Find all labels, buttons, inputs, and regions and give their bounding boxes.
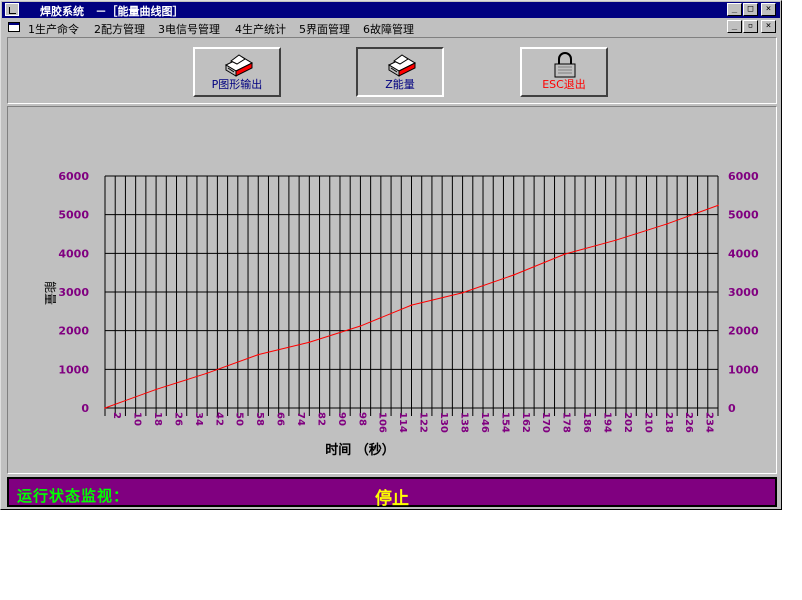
energy-data-point <box>512 274 515 276</box>
x-tick-label: 202 <box>622 412 633 433</box>
x-tick-label: 130 <box>438 412 449 433</box>
energy-chart: 0 0 1000 1000 2000 2000 3000 3000 4000 4000 5000 50… <box>43 170 759 458</box>
exit-button[interactable]: ESC退出 <box>520 47 608 97</box>
document-icon[interactable] <box>8 22 20 32</box>
document-title: －［能量曲线图］ <box>95 5 184 18</box>
doc-minimize-button[interactable]: _ <box>727 20 742 33</box>
energy-data-point <box>155 388 157 391</box>
x-tick-label: 170 <box>540 412 551 433</box>
maximize-button[interactable]: □ <box>743 3 758 16</box>
x-tick-label: 154 <box>499 412 510 433</box>
menu-production-command[interactable]: 1生产命令 <box>28 23 79 36</box>
x-tick-label: 122 <box>418 412 429 433</box>
x-tick-label: 98 <box>356 412 367 426</box>
menu-signal-management[interactable]: 3电信号管理 <box>158 23 220 36</box>
x-tick-label: 10 <box>132 412 143 426</box>
y-axis-label: 能量 <box>43 281 57 305</box>
x-tick-label: 218 <box>663 412 674 433</box>
x-tick-label: 26 <box>172 412 183 426</box>
x-tick-label: 146 <box>479 412 490 433</box>
x-tick-label: 138 <box>458 412 469 433</box>
y-tick-label-left: 4000 <box>58 247 89 260</box>
x-tick-label: 226 <box>683 412 694 433</box>
graph-output-button[interactable]: P图形输出 <box>193 47 281 97</box>
menu-interface-management[interactable]: 5界面管理 <box>299 23 350 36</box>
y-tick-label-right: 0 <box>728 402 736 415</box>
energy-data-point <box>563 253 566 255</box>
x-tick-label: 18 <box>152 412 163 426</box>
x-axis-label: 时间 （秒） <box>325 442 395 458</box>
menu-recipe-management[interactable]: 2配方管理 <box>94 23 145 36</box>
graph-output-label: P图形输出 <box>211 78 263 91</box>
x-tick-label: 178 <box>561 412 572 433</box>
x-tick-label: 50 <box>234 412 245 426</box>
y-tick-label-right: 6000 <box>728 170 759 183</box>
x-tick-label: 82 <box>315 412 326 426</box>
y-tick-label-right: 2000 <box>728 325 759 338</box>
energy-data-point <box>717 204 719 207</box>
y-tick-label-left: 1000 <box>58 363 89 376</box>
doc-close-button[interactable]: × <box>761 20 776 33</box>
close-button[interactable]: × <box>761 3 776 16</box>
x-tick-label: 210 <box>642 412 653 433</box>
x-tick-label: 114 <box>397 412 408 433</box>
y-tick-label-left: 3000 <box>58 286 89 299</box>
x-tick-label: 162 <box>520 412 531 433</box>
energy-data-point <box>615 239 617 241</box>
lock-icon <box>554 52 576 78</box>
status-value: 停止 <box>375 489 409 509</box>
y-tick-label-right: 4000 <box>728 247 759 260</box>
energy-data-point <box>308 341 311 344</box>
energy-button[interactable]: Z能量 <box>356 47 444 97</box>
printer-icon <box>224 54 254 77</box>
energy-label: Z能量 <box>385 78 415 91</box>
doc-restore-button[interactable]: ▫ <box>743 20 758 33</box>
y-tick-label-right: 1000 <box>728 363 759 376</box>
printer-icon <box>387 54 417 77</box>
x-tick-label: 90 <box>336 412 347 426</box>
energy-data-point <box>666 223 668 225</box>
menu-production-statistics[interactable]: 4生产统计 <box>235 23 286 36</box>
app-title: 焊胶系统 <box>40 5 84 18</box>
toolbar: P图形输出 Z能量 ESC退出 <box>7 37 777 104</box>
x-tick-label: 234 <box>704 412 715 433</box>
energy-data-point <box>359 325 362 327</box>
status-bar: 运行状态监视： 停止 <box>7 477 777 509</box>
x-tick-label: 34 <box>193 412 204 426</box>
energy-data-point <box>461 291 464 294</box>
energy-data-point <box>257 353 260 356</box>
x-tick-label: 58 <box>254 412 265 426</box>
y-tick-label-right: 5000 <box>728 209 759 222</box>
y-tick-label-left: 2000 <box>58 325 89 338</box>
x-tick-label: 66 <box>275 412 286 426</box>
y-tick-label-right: 3000 <box>728 286 759 299</box>
y-tick-label-left: 6000 <box>58 170 89 183</box>
x-tick-label: 74 <box>295 412 306 426</box>
x-tick-label: 194 <box>602 412 613 433</box>
title-bar[interactable]: 焊胶系统 －［能量曲线图］ _ □ × <box>2 2 780 18</box>
y-tick-label-left: 0 <box>81 402 89 415</box>
x-tick-label: 106 <box>377 412 388 433</box>
exit-label: ESC退出 <box>542 78 586 91</box>
y-tick-label-left: 5000 <box>58 209 89 222</box>
x-tick-label: 2 <box>111 412 122 419</box>
x-tick-label: 186 <box>581 412 592 433</box>
x-tick-label: 42 <box>213 412 224 426</box>
energy-data-point <box>410 304 413 306</box>
minimize-button[interactable]: _ <box>727 3 742 16</box>
status-label: 运行状态监视： <box>17 487 130 505</box>
energy-data-point <box>206 372 208 375</box>
energy-chart-panel: 0 0 1000 1000 2000 2000 3000 3000 4000 4000 5000 50… <box>7 106 777 474</box>
app-window: 焊胶系统 －［能量曲线图］ _ □ × 1生产命令 2配方管理 3电信号管理 4… <box>0 0 782 510</box>
menu-bar: 1生产命令 2配方管理 3电信号管理 4生产统计 5界面管理 6故障管理 _ ▫… <box>2 19 780 36</box>
energy-data-point <box>104 407 106 409</box>
app-icon[interactable] <box>5 3 19 16</box>
menu-fault-management[interactable]: 6故障管理 <box>363 23 414 36</box>
window-title: 焊胶系统 －［能量曲线图］ <box>40 3 184 19</box>
